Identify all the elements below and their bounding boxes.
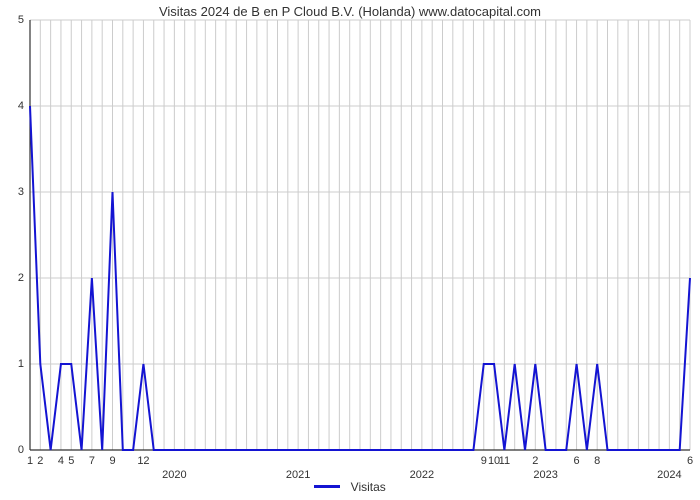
legend-swatch — [314, 485, 340, 488]
svg-text:1: 1 — [27, 455, 33, 467]
svg-text:4: 4 — [18, 100, 24, 112]
svg-text:2: 2 — [532, 455, 538, 467]
svg-text:1: 1 — [18, 358, 24, 370]
svg-text:4: 4 — [58, 455, 64, 467]
svg-text:8: 8 — [594, 455, 600, 467]
svg-text:9: 9 — [481, 455, 487, 467]
svg-text:9: 9 — [109, 455, 115, 467]
chart-plot: 0123451245791291011268620202021202220232… — [0, 0, 700, 500]
svg-text:3: 3 — [18, 186, 24, 198]
svg-text:7: 7 — [89, 455, 95, 467]
svg-text:6: 6 — [687, 455, 693, 467]
svg-text:5: 5 — [18, 14, 24, 26]
svg-text:12: 12 — [137, 455, 149, 467]
svg-text:0: 0 — [18, 444, 24, 456]
svg-text:2: 2 — [18, 272, 24, 284]
svg-text:2: 2 — [37, 455, 43, 467]
chart-legend: Visitas — [0, 478, 700, 496]
svg-text:6: 6 — [574, 455, 580, 467]
svg-text:5: 5 — [68, 455, 74, 467]
svg-text:11: 11 — [499, 455, 510, 467]
legend-label: Visitas — [351, 480, 386, 494]
